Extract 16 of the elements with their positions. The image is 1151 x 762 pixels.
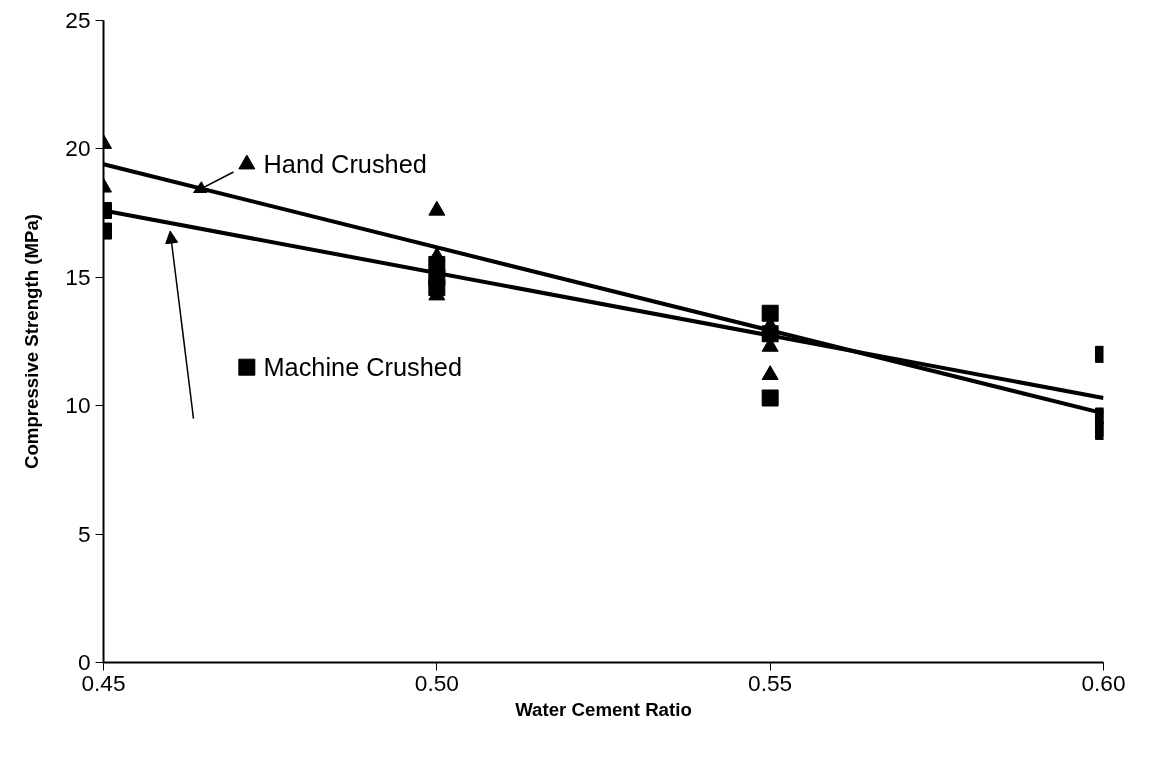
y-tick-label: 25 bbox=[65, 7, 91, 33]
y-tick-label: 5 bbox=[77, 520, 91, 547]
legend-label: Machine Crushed bbox=[263, 353, 463, 382]
x-axis-title: Water Cement Ratio bbox=[515, 698, 692, 720]
y-tick-label: 10 bbox=[65, 392, 91, 419]
x-tick-label: 0.50 bbox=[414, 669, 459, 696]
point bbox=[761, 389, 779, 407]
point bbox=[761, 304, 779, 322]
point bbox=[428, 279, 446, 297]
point bbox=[428, 200, 446, 216]
y-tick-label: 15 bbox=[65, 263, 91, 290]
x-tick-label: 0.55 bbox=[748, 669, 793, 696]
y-axis-title: Compressive Strength (MPa) bbox=[21, 213, 43, 470]
legend-label: Hand Crushed bbox=[263, 150, 427, 179]
x-tick-label: 0.60 bbox=[1081, 669, 1126, 696]
y-tick-label: 20 bbox=[65, 135, 91, 162]
